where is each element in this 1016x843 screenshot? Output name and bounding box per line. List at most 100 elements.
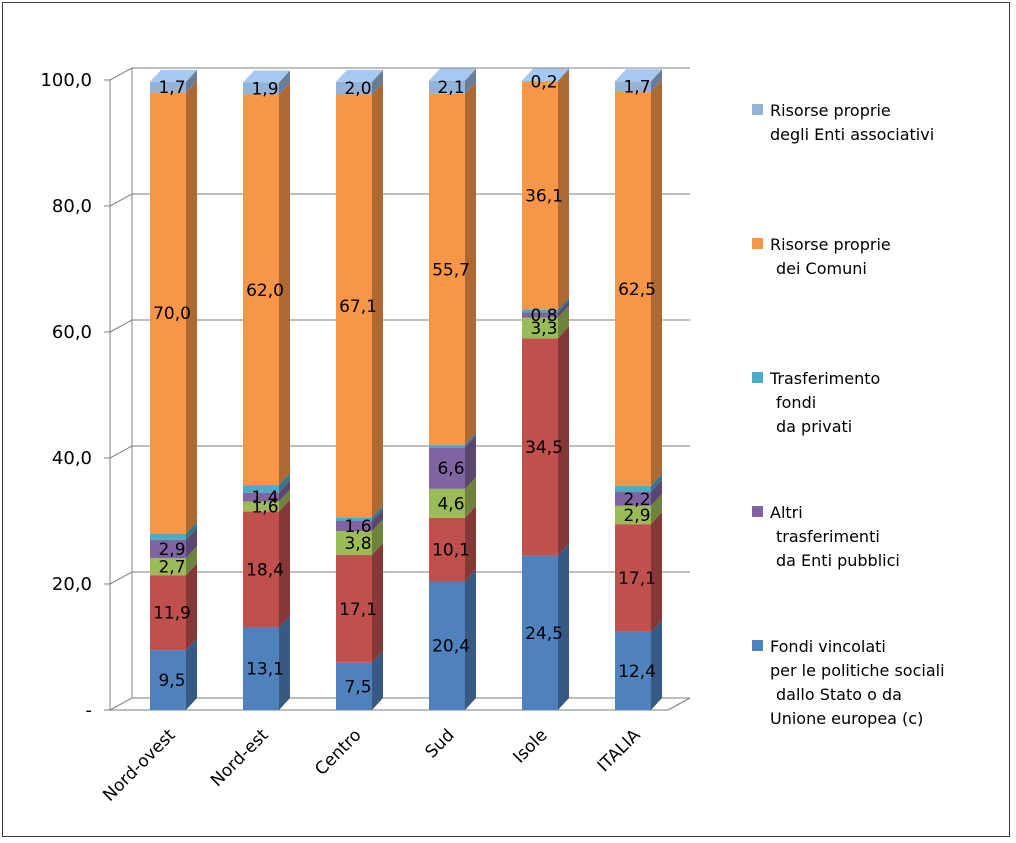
bar-segment [615,485,651,493]
bar-segment [429,581,465,710]
bar-segment [243,627,279,710]
data-label: 3,8 [344,534,371,554]
bar-segment [243,492,279,502]
data-label: 17,1 [339,600,377,620]
bar-segment-side [372,509,383,532]
gridline-depth [109,697,133,711]
bar-segment-side [558,305,569,339]
y-tick-label: 60,0 [52,322,92,343]
bar-segment [429,517,465,582]
bar-segment-side [651,473,662,493]
bar-segment-side [186,546,197,576]
bar-segment-side [558,69,569,310]
category-label: ITALIA [594,725,645,776]
bar-segment-side [651,512,662,632]
data-label: 36,1 [525,187,563,207]
legend-swatch [752,372,763,383]
bar-segment-side [465,505,476,582]
bar-segment [522,309,558,313]
bar-segment [336,81,372,95]
bar-segment [522,338,558,556]
bar-top [429,68,476,81]
bar-segment-side [186,521,197,540]
bar-segment [615,81,651,92]
bar-segment-side [186,527,197,559]
data-label: 2,9 [158,540,185,560]
bar-segment-side [465,435,476,489]
bar-segment [615,524,651,632]
data-label: 1,7 [158,78,185,98]
legend-label: Altri trasferimenti da Enti pubblici [770,503,900,570]
bar-segment [243,511,279,628]
legend-swatch [752,238,763,249]
bar-segment [615,631,651,710]
data-label: 2,9 [623,506,650,526]
data-label: 9,5 [158,671,185,691]
bar-segment-side [372,519,383,556]
category-label: Nord-est [207,725,273,791]
bar-segment-side [186,80,197,534]
bar-segment-side [558,326,569,556]
bar-segment-side [372,505,383,521]
data-label: 17,1 [618,569,656,589]
data-label: 70,0 [153,304,191,324]
bar-segment-side [186,638,197,710]
bar-segment-side [279,499,290,628]
legend-swatch [752,104,763,115]
data-label: 20,4 [432,637,470,657]
bar-segment-side [279,489,290,512]
bar-segment [150,539,186,559]
data-label: 34,5 [525,438,563,458]
bar-segment-side [372,543,383,663]
y-tick-label: - [86,700,93,721]
bar-segment-side [372,650,383,710]
bar-segment-side [465,68,476,94]
bar-segment [615,505,651,525]
bar-segment [336,517,372,521]
gridlines [104,67,691,711]
bar-segment-side [186,563,197,651]
data-label: 2,1 [437,78,464,98]
bar-segment-side [651,619,662,710]
bar-segment [429,447,465,489]
data-label: 2,2 [623,490,650,510]
bar-segment-side [558,300,569,318]
bar-segment-side [279,473,290,493]
bar-segment-side [651,493,662,525]
bar-segment [243,485,279,493]
bar-segment [429,444,465,448]
bar-segment [522,312,558,318]
data-label: 18,4 [246,561,284,581]
bar-segment-side [651,69,662,92]
y-tick-label: 80,0 [52,196,92,217]
data-label: 62,5 [618,280,656,300]
category-label: Sud [422,725,459,762]
bar-segment [429,488,465,518]
bar-segment [150,81,186,93]
bars [150,68,662,710]
gridline-depth [109,193,133,207]
legend-swatch [752,506,763,517]
bar-segment [336,555,372,663]
category-label: Centro [311,725,365,779]
bar-segment [522,81,558,310]
gridline-depth [109,319,133,333]
bar-segment-side [465,432,476,448]
legend: Risorse proprie degli Enti associativi Ris… [752,101,945,728]
bar-segment-side [279,82,290,486]
gridline-depth [109,445,133,459]
legend-label: Risorse proprie degli Enti associativi [770,101,934,144]
data-label: 1,9 [251,80,278,100]
data-label: 55,7 [432,260,470,280]
data-label: 12,4 [618,662,656,682]
bar-segment-side [558,543,569,710]
bar-segment-side [279,615,290,710]
bar-top [522,68,569,81]
bar-segment [150,650,186,710]
data-label: 0,8 [530,306,557,326]
data-label: 4,6 [437,494,464,514]
data-label: 7,5 [344,677,371,697]
legend-swatch [752,640,763,651]
bar-segment-side [372,82,383,518]
bar-segment [243,82,279,95]
